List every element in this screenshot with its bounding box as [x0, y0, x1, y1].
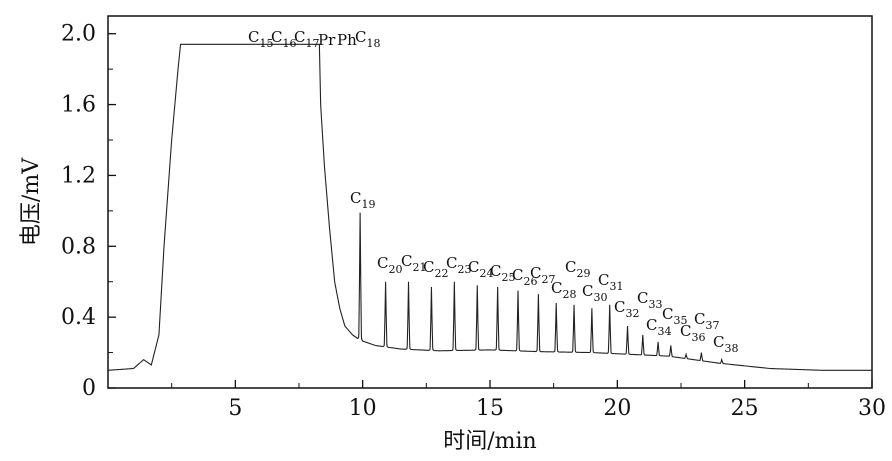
- peak-label: C20: [377, 254, 402, 276]
- peak-label: C19: [350, 189, 375, 211]
- y-tick-label: 0: [82, 376, 96, 401]
- x-tick-label: 20: [603, 396, 631, 421]
- y-tick-label: 0.8: [61, 234, 96, 259]
- y-tick-label: 1.2: [61, 163, 96, 188]
- x-tick-label: 5: [228, 396, 242, 421]
- peak-label: C37: [694, 310, 719, 332]
- peak-label: C32: [614, 298, 639, 320]
- plot-frame: [107, 15, 873, 389]
- chromatogram-trace: [107, 43, 872, 371]
- y-tick-label: 0.4: [61, 305, 96, 330]
- peak-label: C31: [598, 271, 623, 293]
- peak-label: Pr: [318, 31, 336, 49]
- y-tick-label: 2.0: [61, 22, 96, 47]
- peak-label: C38: [713, 333, 738, 355]
- peak-label: C33: [637, 289, 662, 311]
- y-axis-ticks: 0 0.4 0.8 1.2 1.6 2.0: [61, 22, 116, 401]
- x-axis-title: 时间/min: [443, 429, 536, 454]
- peak-label: C28: [551, 279, 576, 301]
- peak-label: C18: [355, 28, 380, 50]
- x-tick-label: 10: [349, 396, 377, 421]
- peak-label: C22: [423, 258, 448, 280]
- x-tick-label: 30: [858, 396, 886, 421]
- peak-label: Ph: [337, 31, 357, 49]
- peak-label: C29: [565, 258, 590, 280]
- x-axis-ticks: 5 10 15 20 25 30: [171, 380, 886, 421]
- peak-label: C17: [294, 28, 319, 50]
- y-axis-title: 电压/mV: [19, 157, 44, 246]
- x-tick-label: 25: [731, 396, 759, 421]
- x-tick-label: 15: [476, 396, 504, 421]
- y-tick-label: 1.6: [61, 93, 96, 118]
- peak-label: C15: [248, 28, 273, 50]
- peak-label: C16: [271, 28, 296, 50]
